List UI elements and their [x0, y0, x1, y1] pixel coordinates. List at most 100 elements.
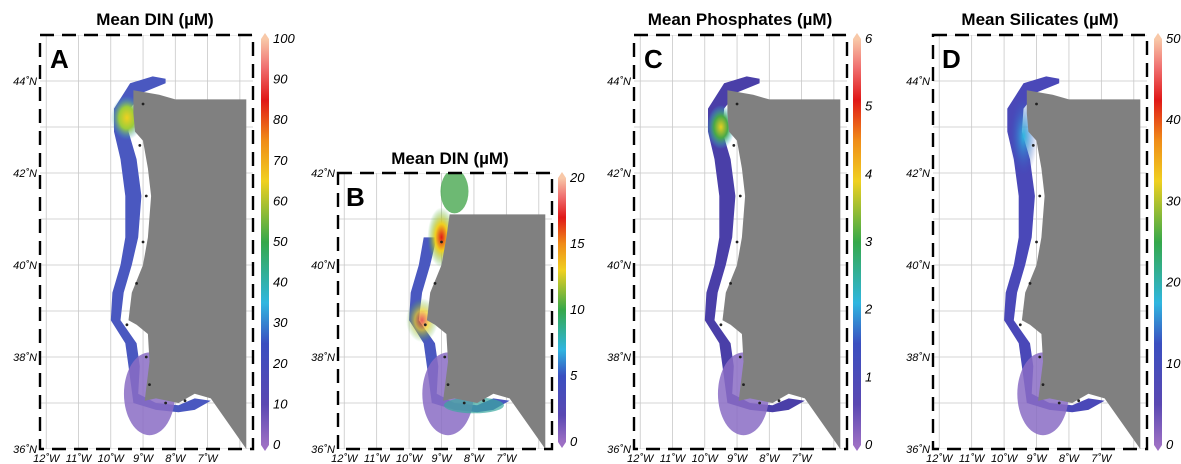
colorbar-tick-label: 4 [865, 166, 872, 181]
longitude-label: 11˚W [364, 453, 391, 464]
sampling-station [141, 102, 145, 106]
sampling-station [138, 144, 142, 147]
panel-letter: A [50, 44, 69, 74]
colorbar-tick-label: 20 [272, 356, 288, 371]
colorbar-tick-label: 10 [570, 302, 585, 317]
latitude-label: 44˚N [906, 76, 930, 88]
longitude-label: 8˚W [165, 453, 187, 464]
sampling-station [125, 323, 129, 327]
colorbar-min-arrow [853, 445, 861, 451]
colorbar-tick-label: 30 [273, 315, 288, 330]
colorbar-tick-label: 15 [570, 236, 585, 251]
longitude-label: 7˚W [1091, 453, 1113, 464]
sampling-station [135, 282, 138, 285]
colorbar-tick-label: 30 [1166, 193, 1181, 208]
longitude-label: 7˚W [496, 453, 518, 464]
longitude-label: 12˚W [331, 453, 359, 464]
colorbar-tick-label: 0 [1166, 437, 1174, 452]
colorbar-tick-label: 20 [1165, 275, 1181, 290]
colorbar-min-arrow [558, 442, 566, 448]
colorbar-gradient [853, 39, 861, 445]
sampling-station [729, 282, 732, 285]
longitude-label: 8˚W [1059, 453, 1081, 464]
latitude-label: 44˚N [13, 76, 37, 88]
sampling-station [742, 383, 745, 386]
latitude-label: 36˚N [906, 444, 930, 456]
latitude-label: 36˚N [607, 444, 631, 456]
latitude-label: 38˚N [311, 352, 335, 364]
colorbar-tick-label: 5 [570, 368, 578, 383]
colorbar-tick-label: 70 [273, 153, 288, 168]
longitude-label: 12˚W [33, 453, 61, 464]
panel-title: Mean DIN (µM) [391, 149, 508, 168]
colorbar-max-arrow [261, 33, 269, 39]
latitude-label: 44˚N [607, 76, 631, 88]
land-mass [128, 90, 247, 449]
mid-value-area [440, 173, 469, 214]
sampling-station [1028, 282, 1032, 285]
longitude-label: 11˚W [959, 453, 986, 464]
colorbar-tick-label: 6 [865, 31, 873, 46]
longitude-label: 10˚W [692, 453, 720, 464]
sampling-station [433, 282, 437, 285]
sampling-station [423, 323, 427, 327]
sampling-station [758, 401, 762, 405]
sampling-station [1035, 102, 1038, 106]
colorbar-tick-label: 40 [1166, 112, 1181, 127]
colorbar-gradient [1154, 39, 1162, 445]
colorbar-max-arrow [853, 33, 861, 39]
sampling-station [144, 355, 148, 359]
longitude-label: 10˚W [98, 453, 126, 464]
panel-letter: B [346, 182, 365, 212]
longitude-label: 10˚W [396, 453, 424, 464]
colorbar: 0 10 20 30 40 50 [1154, 31, 1181, 452]
longitude-label: 11˚W [660, 453, 687, 464]
colorbar-tick-label: 20 [569, 170, 585, 185]
latitude-label: 42˚N [13, 168, 37, 180]
latitude-label: 40˚N [13, 260, 37, 272]
latitude-label: 42˚N [607, 168, 631, 180]
sampling-station [719, 323, 723, 327]
coastal-field [110, 76, 211, 413]
latitude-label: 36˚N [13, 444, 37, 456]
map-frame [632, 33, 849, 451]
latitude-label: 38˚N [906, 352, 930, 364]
longitude-label: 8˚W [464, 453, 486, 464]
colorbar-tick-label: 10 [1166, 356, 1181, 371]
panel-title: Mean DIN (µM) [96, 10, 213, 29]
latitude-label: 36˚N [311, 444, 335, 456]
sampling-station [446, 383, 450, 386]
longitude-label: 9˚W [133, 453, 155, 464]
latitude-label: 42˚N [906, 168, 930, 180]
colorbar-tick-label: 1 [865, 369, 872, 384]
longitude-label: 9˚W [727, 453, 749, 464]
sampling-station [1031, 144, 1035, 147]
sampling-station [144, 194, 148, 198]
sampling-station [738, 194, 742, 198]
longitude-label: 9˚W [431, 453, 453, 464]
colorbar-min-arrow [1154, 445, 1162, 451]
sampling-station [440, 240, 443, 244]
panel-title: Mean Silicates (µM) [961, 10, 1118, 29]
colorbar-tick-label: 0 [865, 437, 873, 452]
land-mass [1021, 90, 1141, 449]
colorbar-tick-label: 50 [273, 234, 288, 249]
map-panel-d: Mean Silicates (µM)D 44˚N 42˚N 40˚N 38˚N 36˚N… [906, 10, 1181, 464]
colorbar-gradient [558, 178, 566, 442]
colorbar-tick-label: 100 [273, 31, 295, 46]
sampling-station [777, 399, 781, 403]
map-panel-b: Mean DIN (µM) B 42˚N 40˚N 38˚N 36˚N12˚W 11˚W 10… [311, 149, 585, 464]
colorbar-tick-label: 80 [273, 112, 288, 127]
sampling-station [141, 240, 145, 244]
sampling-station [1077, 399, 1081, 403]
map-panel-c: Mean Phosphates (µM) C 44˚N 42˚N 40˚N 38˚N 36˚… [607, 10, 873, 464]
latitude-label: 40˚N [906, 260, 930, 272]
longitude-label: 7˚W [792, 453, 814, 464]
sampling-station [1035, 240, 1038, 244]
colorbar-tick-label: 0 [273, 437, 281, 452]
sampling-station [183, 399, 187, 403]
sampling-station [462, 401, 466, 405]
colorbar-tick-label: 40 [273, 275, 288, 290]
longitude-label: 12˚W [627, 453, 655, 464]
colorbar-tick-label: 5 [865, 99, 873, 114]
